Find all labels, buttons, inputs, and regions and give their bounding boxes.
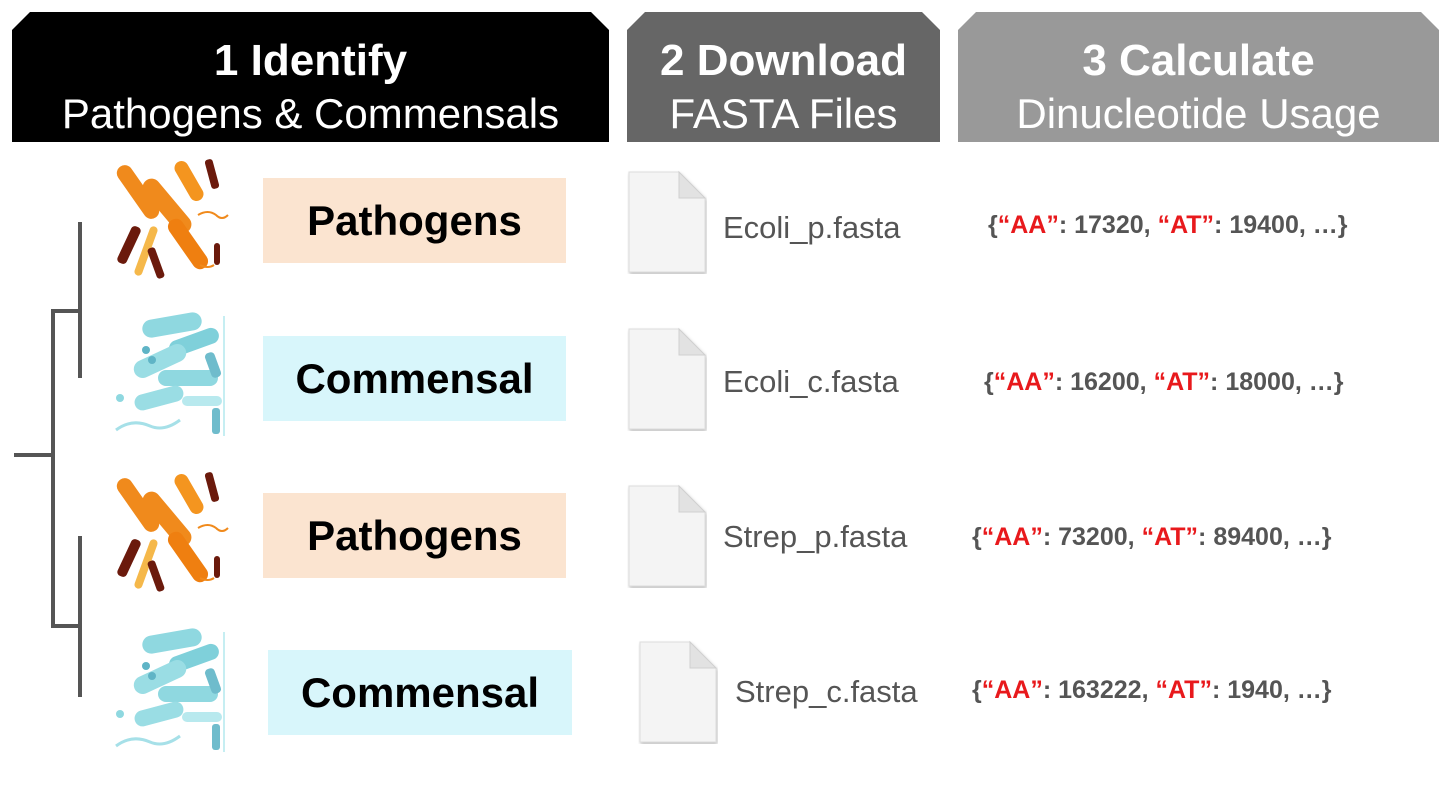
document-icon [638, 640, 718, 744]
step-3-title: 3 Calculate [1082, 36, 1315, 85]
fasta-filename: Ecoli_p.fasta [723, 210, 901, 245]
fasta-filename: Ecoli_c.fasta [723, 364, 899, 399]
step-3-header: 3 Calculate Dinucleotide Usage [958, 12, 1439, 142]
pathogen-label: Pathogens [263, 493, 566, 578]
pathogen-label: Pathogens [263, 178, 566, 263]
dinucleotide-usage: {“AA”: 73200, “AT”: 89400, …} [972, 523, 1332, 551]
document-icon [627, 170, 707, 274]
document-icon [627, 327, 707, 431]
dinucleotide-usage: {“AA”: 17320, “AT”: 19400, …} [988, 211, 1348, 239]
step-1-header: 1 Identify Pathogens & Commensals [12, 12, 609, 142]
commensal-bacteria-icon [114, 628, 226, 754]
step-2-subtitle: FASTA Files [669, 90, 898, 137]
pathogen-bacteria-icon [112, 157, 229, 281]
commensal-label: Commensal [268, 650, 572, 735]
commensal-bacteria-icon [114, 312, 226, 438]
step-2-title: 2 Download [660, 36, 907, 85]
document-icon [627, 484, 707, 588]
pathogen-bacteria-icon [112, 470, 229, 594]
dinucleotide-usage: {“AA”: 163222, “AT”: 1940, …} [972, 676, 1332, 704]
phylogenetic-tree [14, 222, 82, 697]
step-1-title: 1 Identify [213, 36, 408, 85]
commensal-label: Commensal [263, 336, 566, 421]
dinucleotide-usage: {“AA”: 16200, “AT”: 18000, …} [984, 368, 1344, 396]
step-3-subtitle: Dinucleotide Usage [1016, 90, 1381, 137]
step-1-subtitle: Pathogens & Commensals [61, 90, 560, 137]
fasta-filename: Strep_c.fasta [735, 674, 918, 709]
fasta-filename: Strep_p.fasta [723, 519, 908, 554]
step-2-header: 2 Download FASTA Files [627, 12, 940, 142]
